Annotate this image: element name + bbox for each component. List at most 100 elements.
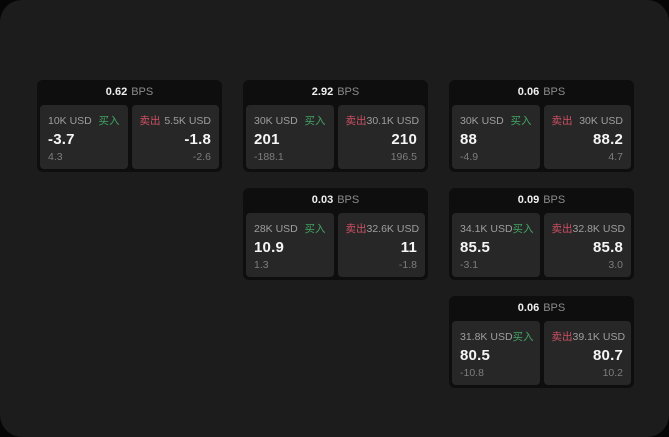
bps-unit-label: BPS	[543, 302, 566, 314]
buy-tile-header: 28K USD 买入	[254, 221, 326, 236]
sell-tag: 卖出	[139, 115, 161, 127]
sell-change: 4.7	[608, 150, 623, 163]
sell-tile-header: 卖出 39.1K USD	[551, 329, 626, 344]
bps-unit-label: BPS	[131, 86, 154, 98]
buy-tag: 买入	[512, 223, 534, 235]
sell-change: -1.8	[398, 258, 417, 271]
quote-panels: 30K USD 买入 88 -4.9 卖出 30K USD 88.2 4.7	[449, 105, 634, 172]
buy-change: 1.3	[254, 258, 269, 271]
buy-amount: 34.1K USD	[460, 222, 513, 235]
quote-panels: 10K USD 买入 -3.7 4.3 卖出 5.5K USD -1.8 -2.…	[37, 105, 222, 172]
bps-value: 0.06	[517, 86, 540, 98]
sell-tile-header: 卖出 5.5K USD	[140, 113, 212, 128]
card-header: 2.92 BPS	[243, 80, 428, 105]
sell-price: 210	[391, 131, 417, 149]
sell-tile[interactable]: 卖出 39.1K USD 80.7 10.2	[543, 321, 631, 385]
sell-tag: 卖出	[551, 331, 573, 343]
quote-card: 0.03 BPS 28K USD 买入 10.9 1.3 卖出 32.6K US…	[243, 188, 428, 280]
sell-tile-header: 卖出 32.6K USD	[345, 221, 420, 236]
buy-tile[interactable]: 28K USD 买入 10.9 1.3	[246, 213, 334, 277]
quote-panels: 31.8K USD 买入 80.5 -10.8 卖出 39.1K USD 80.…	[449, 321, 634, 388]
buy-tag: 买入	[512, 331, 534, 343]
sell-tag: 卖出	[551, 223, 573, 235]
buy-tile-header: 10K USD 买入	[48, 113, 120, 128]
buy-amount: 30K USD	[460, 114, 504, 127]
sell-amount: 5.5K USD	[164, 114, 211, 127]
sell-price: -1.8	[184, 131, 211, 149]
buy-tile-header: 31.8K USD 买入	[460, 329, 534, 344]
buy-price: 88	[460, 131, 478, 149]
sell-change: 10.2	[602, 366, 623, 379]
buy-tag: 买入	[510, 115, 532, 127]
sell-change: 196.5	[390, 150, 417, 163]
buy-tag: 买入	[304, 223, 326, 235]
buy-price: 201	[254, 131, 280, 149]
buy-price: 85.5	[460, 239, 490, 257]
buy-change: -10.8	[460, 366, 484, 379]
quote-card: 0.06 BPS 30K USD 买入 88 -4.9 卖出 30K USD 8…	[449, 80, 634, 172]
bps-unit-label: BPS	[337, 86, 360, 98]
buy-tile[interactable]: 30K USD 买入 201 -188.1	[246, 105, 334, 169]
quote-panels: 28K USD 买入 10.9 1.3 卖出 32.6K USD 11 -1.8	[243, 213, 428, 280]
buy-amount: 28K USD	[254, 222, 298, 235]
buy-change: -4.9	[460, 150, 479, 163]
sell-price: 11	[400, 239, 417, 257]
buy-price: 10.9	[254, 239, 284, 257]
sell-tile[interactable]: 卖出 5.5K USD -1.8 -2.6	[131, 105, 219, 169]
buy-tile-header: 30K USD 买入	[254, 113, 326, 128]
quote-panels: 30K USD 买入 201 -188.1 卖出 30.1K USD 210 1…	[243, 105, 428, 172]
sell-price: 85.8	[593, 239, 623, 257]
sell-tile[interactable]: 卖出 30K USD 88.2 4.7	[543, 105, 631, 169]
quote-cards-grid: 0.62 BPS 10K USD 买入 -3.7 4.3 卖出 5.5K USD…	[37, 80, 634, 388]
buy-change: 4.3	[48, 150, 63, 163]
sell-amount: 32.8K USD	[572, 222, 626, 235]
bps-value: 0.62	[105, 86, 128, 98]
buy-price: -3.7	[48, 131, 75, 149]
quote-card: 2.92 BPS 30K USD 买入 201 -188.1 卖出 30.1K …	[243, 80, 428, 172]
sell-tile[interactable]: 卖出 32.6K USD 11 -1.8	[337, 213, 425, 277]
sell-amount: 30.1K USD	[366, 114, 420, 127]
sell-amount: 39.1K USD	[572, 330, 626, 343]
buy-tile-header: 30K USD 买入	[460, 113, 532, 128]
sell-change: 3.0	[608, 258, 623, 271]
sell-amount: 30K USD	[579, 114, 623, 127]
sell-price: 88.2	[593, 131, 623, 149]
card-header: 0.03 BPS	[243, 188, 428, 213]
sell-price: 80.7	[593, 347, 623, 365]
buy-amount: 30K USD	[254, 114, 298, 127]
sell-tile-header: 卖出 30.1K USD	[345, 113, 420, 128]
card-header: 0.62 BPS	[37, 80, 222, 105]
buy-change: -3.1	[460, 258, 479, 271]
buy-tile[interactable]: 10K USD 买入 -3.7 4.3	[40, 105, 128, 169]
bps-value: 2.92	[311, 86, 334, 98]
sell-tag: 卖出	[345, 115, 367, 127]
sell-tile[interactable]: 卖出 32.8K USD 85.8 3.0	[543, 213, 631, 277]
bps-unit-label: BPS	[543, 194, 566, 206]
buy-amount: 10K USD	[48, 114, 92, 127]
buy-tag: 买入	[304, 115, 326, 127]
buy-tile[interactable]: 31.8K USD 买入 80.5 -10.8	[452, 321, 540, 385]
card-header: 0.09 BPS	[449, 188, 634, 213]
sell-tag: 卖出	[551, 115, 573, 127]
buy-tile[interactable]: 30K USD 买入 88 -4.9	[452, 105, 540, 169]
bps-value: 0.06	[517, 302, 540, 314]
bps-value: 0.03	[311, 194, 334, 206]
sell-tile[interactable]: 卖出 30.1K USD 210 196.5	[337, 105, 425, 169]
sell-amount: 32.6K USD	[366, 222, 420, 235]
buy-tile[interactable]: 34.1K USD 买入 85.5 -3.1	[452, 213, 540, 277]
quote-card: 0.09 BPS 34.1K USD 买入 85.5 -3.1 卖出 32.8K…	[449, 188, 634, 280]
bps-unit-label: BPS	[337, 194, 360, 206]
sell-change: -2.6	[192, 150, 211, 163]
buy-price: 80.5	[460, 347, 490, 365]
quote-panels: 34.1K USD 买入 85.5 -3.1 卖出 32.8K USD 85.8…	[449, 213, 634, 280]
quote-card: 0.06 BPS 31.8K USD 买入 80.5 -10.8 卖出 39.1…	[449, 296, 634, 388]
buy-tag: 买入	[98, 115, 120, 127]
buy-tile-header: 34.1K USD 买入	[460, 221, 534, 236]
quote-card: 0.62 BPS 10K USD 买入 -3.7 4.3 卖出 5.5K USD…	[37, 80, 222, 172]
sell-tag: 卖出	[345, 223, 367, 235]
buy-amount: 31.8K USD	[460, 330, 513, 343]
card-header: 0.06 BPS	[449, 80, 634, 105]
sell-tile-header: 卖出 32.8K USD	[551, 221, 626, 236]
card-header: 0.06 BPS	[449, 296, 634, 321]
